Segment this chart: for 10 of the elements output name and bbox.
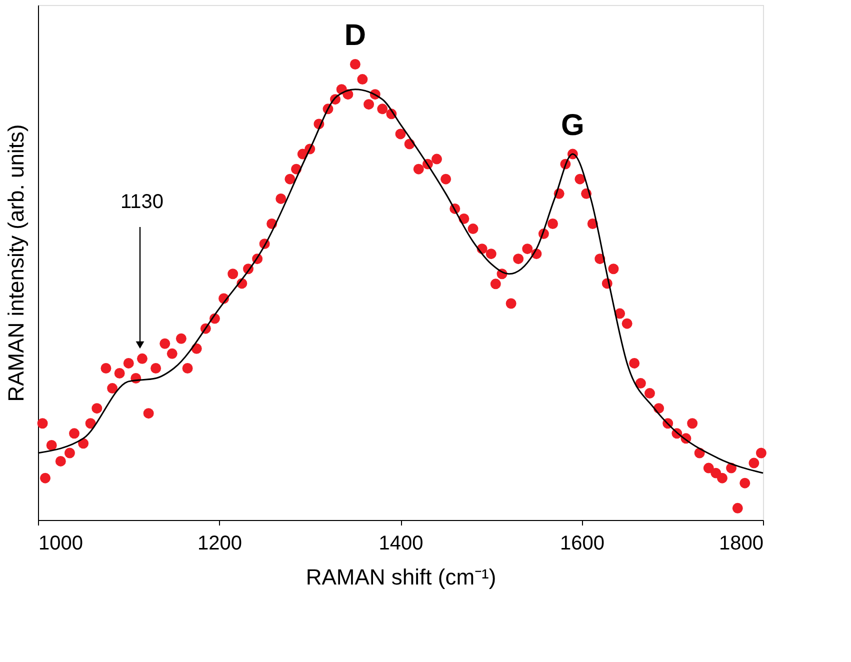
annotation: G <box>561 109 584 142</box>
x-tick-label: 1400 <box>378 532 424 554</box>
annotation: 1130 <box>120 191 164 213</box>
x-tick-label: 1600 <box>560 532 604 554</box>
annotation: D <box>344 19 366 52</box>
x-tick-label: 1200 <box>198 532 242 554</box>
x-tick-label: 1000 <box>38 532 83 554</box>
x-tick-label: 1800 <box>719 532 764 554</box>
x-axis-title: RAMAN shift (cm⁻¹) <box>306 564 496 590</box>
y-axis-title: RAMAN intensity (arb. units) <box>4 124 28 402</box>
